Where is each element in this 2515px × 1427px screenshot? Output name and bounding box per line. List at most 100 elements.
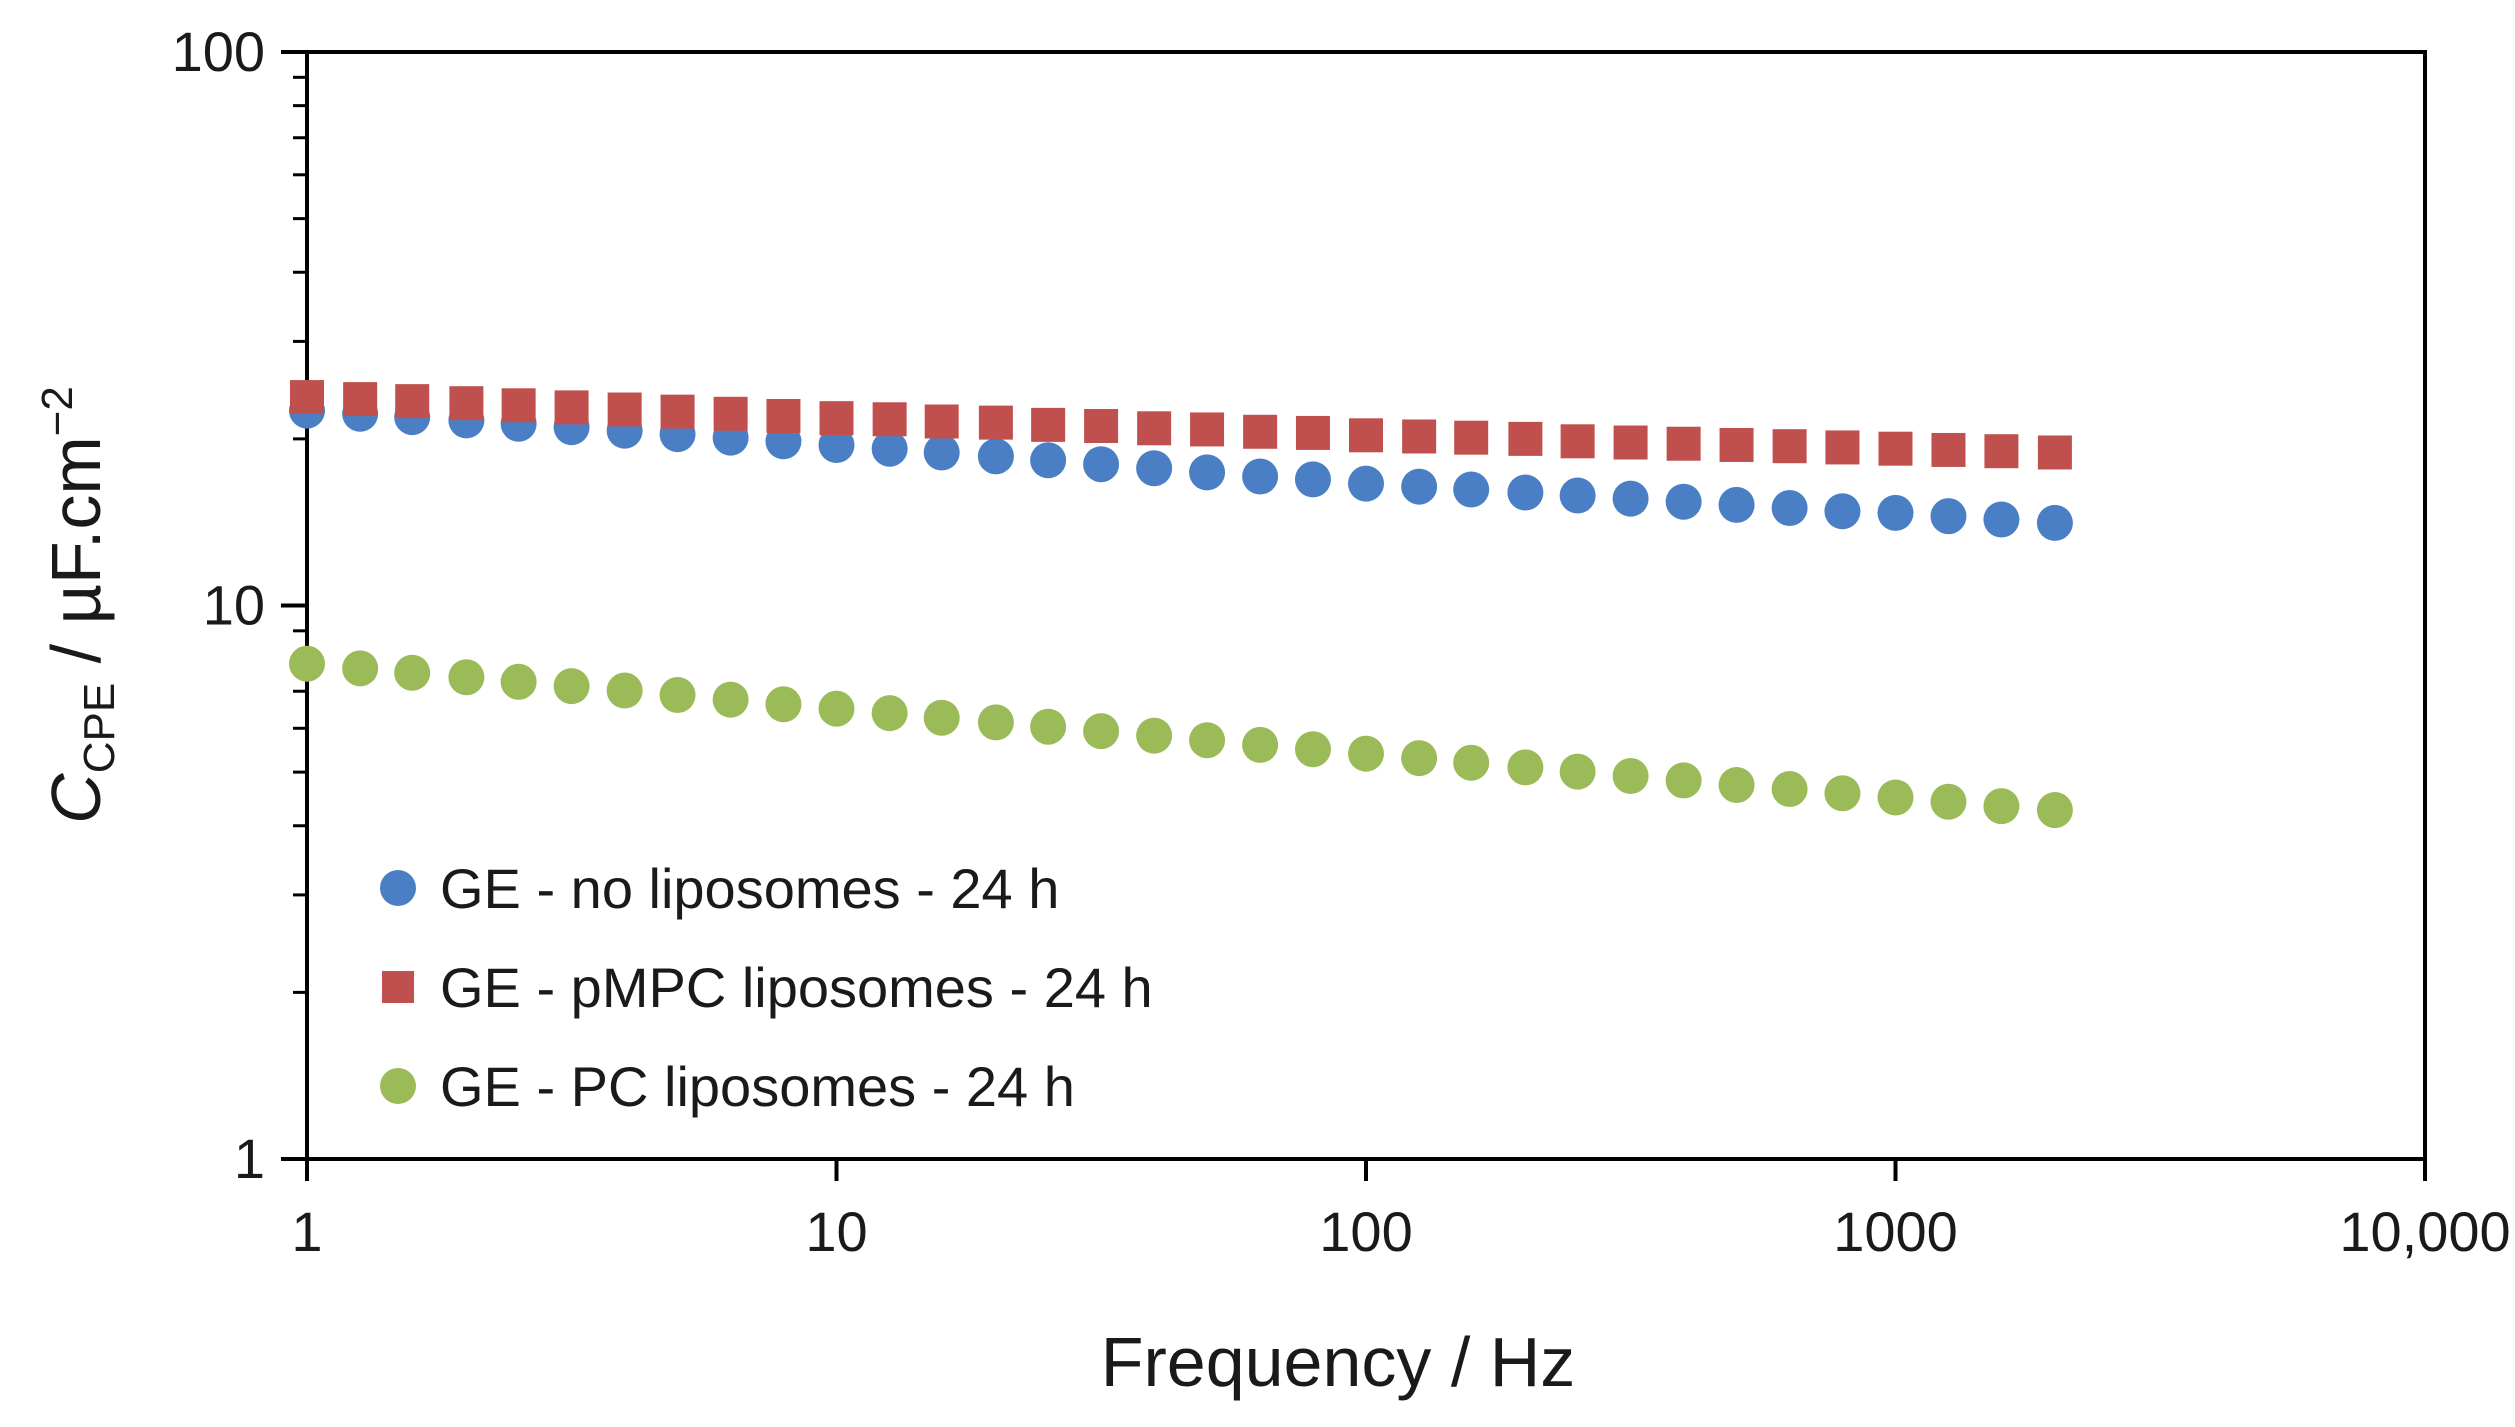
- legend-item: GE - no liposomes - 24 h: [380, 857, 1059, 920]
- data-point: [1401, 740, 1438, 777]
- data-point: [1189, 454, 1226, 491]
- data-point: [395, 384, 430, 419]
- data-point: [1877, 494, 1914, 531]
- data-point: [977, 438, 1014, 475]
- data-point: [1983, 501, 2020, 538]
- data-point: [1877, 779, 1914, 816]
- y-axis-title-main: C: [37, 773, 115, 824]
- data-point: [1294, 461, 1331, 498]
- data-point: [923, 699, 960, 736]
- data-point: [394, 654, 431, 691]
- data-point: [1772, 429, 1807, 464]
- x-tick-label: 1000: [1833, 1200, 1958, 1263]
- data-point: [1665, 483, 1702, 520]
- y-tick-label: 1: [234, 1127, 265, 1190]
- data-point: [1453, 744, 1490, 781]
- data-point: [1559, 477, 1596, 514]
- data-point: [1507, 474, 1544, 511]
- data-point: [1190, 412, 1225, 447]
- data-point: [449, 386, 484, 421]
- data-point: [1665, 762, 1702, 799]
- data-point: [818, 690, 855, 727]
- data-point: [1136, 450, 1173, 487]
- data-point: [1402, 419, 1437, 454]
- data-point: [977, 704, 1014, 741]
- data-point: [924, 404, 959, 439]
- legend: GE - no liposomes - 24 h GE - pMPC liposo…: [380, 857, 1153, 1118]
- data-point: [501, 388, 536, 423]
- data-point: [1560, 424, 1595, 459]
- legend-item: GE - pMPC liposomes - 24 h: [382, 956, 1153, 1019]
- data-point: [659, 677, 696, 714]
- y-axis-title: CCPE / µF.cm−2: [33, 386, 124, 824]
- series-2: [290, 380, 2072, 470]
- legend-marker: [382, 971, 414, 1003]
- data-point: [607, 392, 642, 427]
- data-point: [289, 645, 325, 682]
- data-point: [1718, 766, 1755, 803]
- data-point: [1930, 498, 1967, 535]
- data-point: [1030, 708, 1067, 745]
- data-point: [1930, 783, 1967, 820]
- data-point: [872, 402, 907, 437]
- legend-label: GE - no liposomes - 24 h: [440, 857, 1059, 920]
- data-point: [713, 396, 748, 431]
- data-point: [500, 663, 537, 700]
- data-point: [1507, 749, 1544, 786]
- data-point: [1349, 418, 1383, 453]
- data-point: [1878, 431, 1913, 466]
- data-point: [1824, 493, 1861, 530]
- data-point: [1931, 432, 1966, 467]
- data-point: [1137, 411, 1172, 446]
- x-tick-label: 10: [805, 1200, 867, 1263]
- legend-item: GE - PC liposomes - 24 h: [380, 1055, 1075, 1118]
- series-3: [289, 645, 2073, 829]
- data-point: [1242, 726, 1279, 763]
- data-point: [1031, 407, 1066, 442]
- data-point: [923, 434, 960, 471]
- data-point: [448, 659, 485, 696]
- data-point: [1454, 420, 1489, 455]
- data-point: [2036, 504, 2073, 541]
- y-axis-title-subscript: CPE: [75, 683, 124, 773]
- x-tick-label: 100: [1319, 1200, 1412, 1263]
- data-point: [1825, 430, 1860, 465]
- data-point: [1401, 468, 1438, 505]
- data-point: [1824, 775, 1861, 812]
- data-point: [1559, 753, 1596, 790]
- data-point: [290, 380, 324, 415]
- data-point: [1348, 735, 1384, 772]
- data-point: [1136, 717, 1173, 754]
- y-axis-title-unit: / µF.cm: [37, 436, 115, 682]
- x-axis-ticks: 1 10 100 1000 10,000: [291, 1159, 2511, 1263]
- data-point: [1612, 480, 1649, 517]
- y-axis-title-superscript: −2: [33, 386, 82, 436]
- data-point: [766, 398, 801, 433]
- data-point: [1083, 713, 1120, 750]
- legend-marker: [380, 870, 416, 906]
- data-point: [765, 686, 802, 723]
- series-layer: [289, 380, 2073, 829]
- y-minor-ticks: [293, 75, 307, 994]
- data-point: [1718, 486, 1755, 523]
- data-point: [871, 695, 908, 732]
- data-point: [1613, 425, 1648, 460]
- x-axis-title: Frequency / Hz: [1101, 1323, 1576, 1401]
- data-point: [2037, 435, 2072, 470]
- x-tick-label: 1: [291, 1200, 322, 1263]
- legend-label: GE - PC liposomes - 24 h: [440, 1055, 1075, 1118]
- data-point: [1983, 788, 2020, 825]
- data-point: [1294, 731, 1331, 768]
- data-point: [1453, 471, 1490, 508]
- data-point: [1083, 446, 1120, 483]
- data-point: [1984, 434, 2019, 469]
- data-point: [1771, 771, 1808, 808]
- data-point: [978, 405, 1013, 440]
- data-point: [818, 426, 855, 463]
- data-point: [660, 394, 695, 429]
- x-tick-label: 10,000: [2339, 1200, 2510, 1263]
- data-point: [606, 672, 643, 709]
- plot-area: [305, 50, 2427, 1161]
- data-point: [819, 401, 854, 436]
